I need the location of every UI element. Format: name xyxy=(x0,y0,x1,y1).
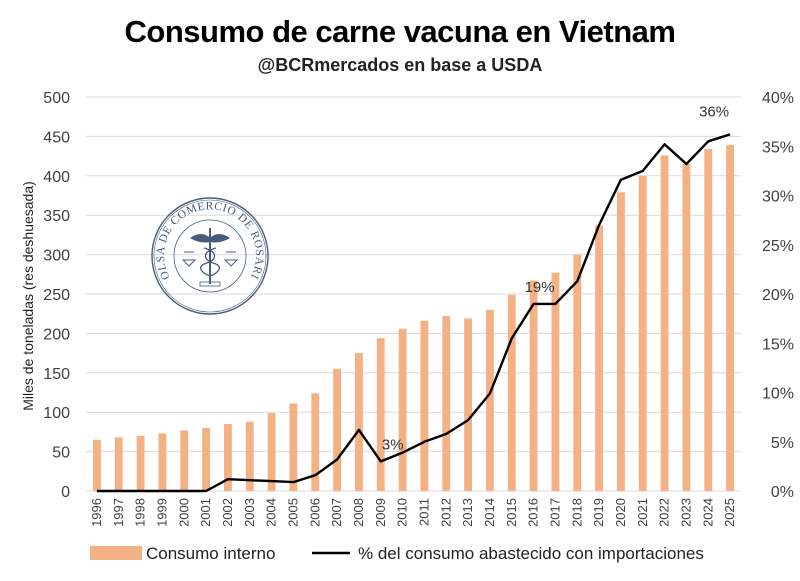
x-tick-label: 2012 xyxy=(438,498,453,527)
x-tick-label: 2008 xyxy=(351,498,366,527)
y-tick-label: 0 xyxy=(61,484,70,501)
y2-tick-label: 40% xyxy=(762,90,794,107)
x-tick-label: 2003 xyxy=(242,498,257,527)
x-tick-label: 1996 xyxy=(89,498,104,527)
x-tick-label: 2011 xyxy=(416,498,431,526)
legend-swatch-bar xyxy=(90,546,142,560)
bar xyxy=(180,430,189,491)
y-axis-right: 0% 5% 10% 15% 20% 25% 30% 35% 40% xyxy=(762,90,794,501)
bar xyxy=(704,149,713,491)
line-importaciones xyxy=(96,133,731,493)
x-tick-label: 2024 xyxy=(700,498,715,527)
bar xyxy=(114,437,123,491)
y2-tick-label: 0% xyxy=(771,484,794,501)
y-axis-title: Miles de toneladas (res deshuesada) xyxy=(20,181,36,411)
x-tick-label: 2019 xyxy=(591,498,606,527)
legend: Consumo interno % del consumo abastecido… xyxy=(90,544,704,563)
y-tick-label: 500 xyxy=(43,90,70,107)
bar xyxy=(485,309,494,491)
x-tick-label: 2016 xyxy=(526,498,541,527)
x-tick-label: 2009 xyxy=(373,498,388,527)
x-tick-label: 2017 xyxy=(547,498,562,527)
x-tick-label: 2022 xyxy=(657,498,672,527)
bar xyxy=(398,328,407,491)
x-tick-label: 2021 xyxy=(635,498,650,527)
grid-lines xyxy=(86,96,741,492)
series-line xyxy=(96,133,731,493)
bar xyxy=(682,163,691,492)
x-tick-label: 2001 xyxy=(198,498,213,527)
bar xyxy=(726,145,735,491)
x-tick-label: 1997 xyxy=(111,498,126,527)
x-tick-label: 2000 xyxy=(176,498,191,527)
y-tick-label: 250 xyxy=(43,287,70,304)
x-tick-label: 2015 xyxy=(504,498,519,527)
bar xyxy=(442,316,451,491)
y-tick-label: 200 xyxy=(43,326,70,343)
bar xyxy=(551,272,560,491)
bar xyxy=(158,433,167,491)
x-tick-label: 2007 xyxy=(329,498,344,527)
bar xyxy=(289,403,298,491)
x-tick-label: 2013 xyxy=(460,498,475,527)
y-tick-label: 100 xyxy=(43,405,70,422)
x-axis: 1996 1997 1998 1999 2000 2001 2002 2003 2004 2005… xyxy=(89,498,737,527)
x-tick-label: 2018 xyxy=(569,498,584,527)
x-tick-label: 2002 xyxy=(220,498,235,527)
x-tick-label: 1998 xyxy=(133,498,148,527)
y-tick-label: 400 xyxy=(43,169,70,186)
x-tick-label: 2010 xyxy=(395,498,410,527)
chart-subtitle: @BCRmercados en base a USDA xyxy=(258,55,543,75)
bar xyxy=(420,320,429,491)
bar xyxy=(92,439,101,491)
y2-tick-label: 25% xyxy=(762,238,794,255)
bar xyxy=(267,412,276,491)
chart-title: Consumo de carne vacuna en Vietnam xyxy=(125,14,676,49)
bar xyxy=(354,353,363,491)
bar xyxy=(136,435,145,491)
y2-tick-label: 30% xyxy=(762,189,794,206)
y-tick-label: 450 xyxy=(43,129,70,146)
bar xyxy=(595,225,604,491)
y2-tick-label: 35% xyxy=(762,139,794,156)
legend-label-line: % del consumo abastecido con importacion… xyxy=(358,544,704,563)
data-label: 3% xyxy=(382,436,404,453)
legend-label-bar: Consumo interno xyxy=(146,544,275,563)
bar xyxy=(202,427,211,491)
bar xyxy=(464,318,473,491)
x-tick-label: 2014 xyxy=(482,498,497,527)
bar xyxy=(376,338,385,491)
y2-tick-label: 10% xyxy=(762,386,794,403)
x-tick-label: 2005 xyxy=(285,498,300,527)
y-tick-label: 300 xyxy=(43,248,70,265)
x-tick-label: 2025 xyxy=(722,498,737,527)
x-tick-label: 2004 xyxy=(264,498,279,527)
data-label: 36% xyxy=(699,103,729,120)
bar xyxy=(223,424,232,491)
bar xyxy=(573,254,582,491)
x-tick-label: 2020 xyxy=(613,498,628,527)
y-axis-left: 0 50 100 150 200 250 300 350 400 450 500 xyxy=(43,90,70,501)
x-tick-label: 1999 xyxy=(154,498,169,527)
x-tick-label: 2023 xyxy=(678,498,693,527)
y2-tick-label: 15% xyxy=(762,336,794,353)
y-tick-label: 50 xyxy=(52,445,70,462)
data-label: 19% xyxy=(525,279,555,296)
x-tick-label: 2006 xyxy=(307,498,322,527)
bar xyxy=(638,175,647,492)
bar xyxy=(333,368,342,491)
y-tick-label: 350 xyxy=(43,208,70,225)
y2-tick-label: 20% xyxy=(762,287,794,304)
bar xyxy=(245,421,254,491)
bar xyxy=(660,155,669,491)
bar xyxy=(507,294,516,491)
annotations: 3% 19% 36% xyxy=(382,103,729,453)
y-tick-label: 150 xyxy=(43,366,70,383)
bar xyxy=(616,192,625,491)
bars-consumo-interno xyxy=(92,145,735,492)
y2-tick-label: 5% xyxy=(771,435,794,452)
bar xyxy=(311,393,320,491)
bar xyxy=(529,280,538,491)
